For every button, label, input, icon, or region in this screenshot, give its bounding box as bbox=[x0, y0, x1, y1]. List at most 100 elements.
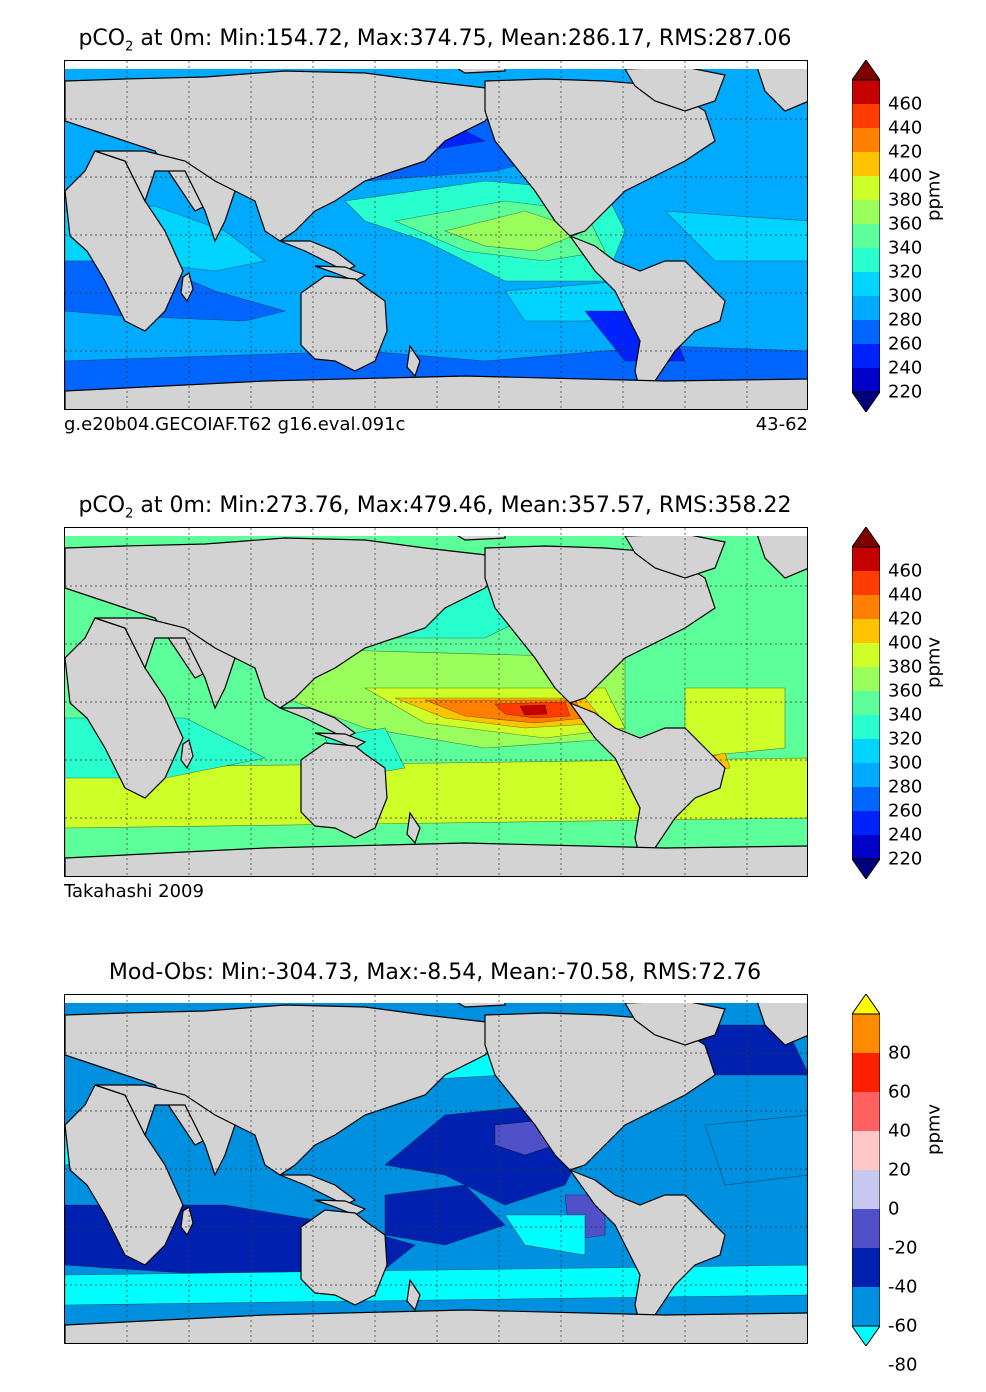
land-mass bbox=[314, 732, 367, 749]
colorbar-extend-max bbox=[852, 527, 880, 548]
colorbar-tick-label: 80 bbox=[888, 1042, 911, 1064]
colorbar-tick-label: 440 bbox=[888, 584, 923, 606]
colorbar-swatch bbox=[852, 80, 880, 105]
colorbar-swatch bbox=[852, 104, 880, 129]
colorbar-extend-min bbox=[852, 858, 880, 879]
land-mass bbox=[314, 265, 367, 282]
colorbar-swatch bbox=[852, 344, 880, 369]
colorbar-tick-label: 340 bbox=[888, 237, 923, 259]
colorbar-swatch bbox=[852, 547, 880, 572]
colorbar-swatch bbox=[852, 152, 880, 177]
land-mass bbox=[180, 1206, 194, 1237]
land-mass bbox=[568, 234, 726, 392]
colorbar-swatch bbox=[852, 1131, 880, 1171]
colorbar-extend-min bbox=[852, 1325, 880, 1346]
colorbar-unit-label: ppmv bbox=[923, 169, 945, 221]
colorbar-tick-label: 300 bbox=[888, 285, 923, 307]
panel-model: pCO2 at 0m: Min:154.72, Max:374.75, Mean… bbox=[0, 0, 986, 458]
colorbar-swatch bbox=[852, 296, 880, 321]
contour-region bbox=[519, 704, 548, 716]
colorbar-extend-min bbox=[852, 391, 880, 412]
colorbar-swatch bbox=[852, 272, 880, 297]
colorbar-unit-label: ppmv bbox=[923, 636, 945, 688]
land-mass bbox=[65, 375, 807, 409]
colorbar-tick-label: -80 bbox=[888, 1354, 918, 1376]
colorbar-swatch bbox=[852, 835, 880, 860]
colorbar-ticks: 460 440 420 400 380 360 340 320 300 280 260 240 220 bbox=[884, 527, 934, 879]
colorbar-tick-label: 40 bbox=[888, 1120, 911, 1142]
land-mass bbox=[406, 811, 421, 845]
land-mass bbox=[754, 995, 807, 1046]
colorbar-tick-label: 300 bbox=[888, 752, 923, 774]
colorbar-extend-max bbox=[852, 60, 880, 81]
colorbar-swatch bbox=[852, 691, 880, 716]
land-mass bbox=[180, 739, 194, 770]
colorbar-swatch bbox=[852, 128, 880, 153]
colorbar-swatch bbox=[852, 595, 880, 620]
colorbar-tick-label: 20 bbox=[888, 1159, 911, 1181]
land-mass bbox=[754, 528, 807, 579]
colorbar-swatch bbox=[852, 368, 880, 393]
colorbar bbox=[852, 527, 880, 879]
arctic-mask bbox=[65, 995, 807, 1003]
colorbar-swatch bbox=[852, 739, 880, 764]
colorbar-swatch bbox=[852, 224, 880, 249]
land-mass bbox=[94, 150, 236, 243]
colorbar-tick-label: 0 bbox=[888, 1198, 900, 1220]
map-field bbox=[65, 995, 807, 1343]
colorbar-swatch bbox=[852, 1014, 880, 1054]
colorbar-tick-label: 240 bbox=[888, 357, 923, 379]
map-field bbox=[65, 528, 807, 876]
arctic-mask bbox=[65, 61, 807, 69]
colorbar-extend-max bbox=[852, 994, 880, 1015]
panel-title: pCO2 at 0m: Min:273.76, Max:479.46, Mean… bbox=[78, 493, 792, 522]
colorbar-swatch bbox=[852, 715, 880, 740]
colorbar-tick-label: 460 bbox=[888, 93, 923, 115]
land-mass bbox=[406, 344, 421, 378]
land-mass bbox=[65, 842, 807, 876]
colorbar-swatch bbox=[852, 200, 880, 225]
colorbar bbox=[852, 60, 880, 412]
colorbar-tick-label: 440 bbox=[888, 117, 923, 139]
contour-region bbox=[664, 210, 807, 262]
colorbar-tick-label: -40 bbox=[888, 1276, 918, 1298]
map-field bbox=[65, 61, 807, 409]
colorbar-swatch bbox=[852, 571, 880, 596]
colorbar-swatch bbox=[852, 1248, 880, 1288]
colorbar-tick-label: 340 bbox=[888, 704, 923, 726]
land-mass bbox=[94, 1084, 236, 1177]
colorbar-tick-label: 280 bbox=[888, 776, 923, 798]
colorbar-tick-label: 260 bbox=[888, 333, 923, 355]
colorbar-tick-label: 400 bbox=[888, 165, 923, 187]
colorbar-tick-label: 420 bbox=[888, 141, 923, 163]
colorbar-ticks: 460 440 420 400 380 360 340 320 300 280 260 240 220 bbox=[884, 60, 934, 412]
colorbar-ticks: 80 60 40 20 0 -20 -40 -60 -80 bbox=[884, 994, 934, 1376]
colorbar-tick-label: 280 bbox=[888, 309, 923, 331]
land-mass bbox=[754, 61, 807, 112]
land-mass bbox=[406, 1278, 421, 1312]
panel-title: Mod-Obs: Min:-304.73, Max:-8.54, Mean:-7… bbox=[108, 960, 762, 985]
land-mass bbox=[314, 1199, 367, 1216]
arctic-mask bbox=[65, 528, 807, 536]
map-plot bbox=[64, 527, 808, 877]
map-plot bbox=[64, 994, 808, 1344]
colorbar-tick-label: 380 bbox=[888, 189, 923, 211]
colorbar-tick-label: 360 bbox=[888, 680, 923, 702]
colorbar-swatch bbox=[852, 248, 880, 273]
colorbar-tick-label: 240 bbox=[888, 824, 923, 846]
land-mass bbox=[180, 272, 194, 303]
colorbar-swatch bbox=[852, 1170, 880, 1210]
panel-difference: Mod-Obs: Min:-304.73, Max:-8.54, Mean:-7… bbox=[0, 934, 986, 1392]
colorbar-tick-label: 420 bbox=[888, 608, 923, 630]
colorbar-swatch bbox=[852, 1053, 880, 1093]
colorbar-swatch bbox=[852, 176, 880, 201]
colorbar-tick-label: 320 bbox=[888, 261, 923, 283]
land-mass bbox=[94, 617, 236, 710]
colorbar-swatch bbox=[852, 1209, 880, 1249]
colorbar-tick-label: 380 bbox=[888, 656, 923, 678]
colorbar-tick-label: 320 bbox=[888, 728, 923, 750]
land-mass bbox=[568, 701, 726, 859]
colorbar-tick-label: 220 bbox=[888, 848, 923, 870]
map-plot bbox=[64, 60, 808, 410]
colorbar-swatch bbox=[852, 619, 880, 644]
